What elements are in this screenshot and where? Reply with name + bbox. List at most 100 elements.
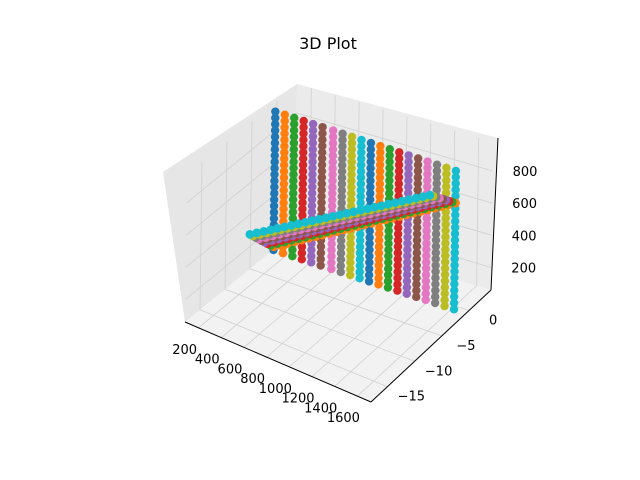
data-point [385, 189, 394, 198]
data-point [279, 211, 288, 220]
grid-y-left [199, 161, 203, 310]
data-point [421, 270, 431, 279]
data-point [356, 160, 366, 170]
data-point [431, 261, 440, 270]
data-point [328, 126, 338, 135]
data-point [404, 176, 413, 185]
data-point [413, 160, 423, 169]
data-point [365, 195, 375, 204]
data-point [403, 251, 412, 261]
data-point [413, 154, 423, 163]
data-point [394, 185, 403, 195]
data-point [297, 248, 307, 258]
data-point [422, 245, 431, 254]
data-point [412, 236, 422, 245]
data-point [432, 185, 441, 195]
data-point [289, 151, 298, 160]
data-point [347, 189, 356, 198]
data-point [403, 239, 412, 248]
data-point [316, 242, 326, 251]
data-point [441, 226, 450, 235]
z-tick-label: 800 [513, 165, 538, 180]
data-point [376, 201, 386, 211]
data-point [397, 196, 407, 206]
data-point [298, 211, 307, 220]
data-point [404, 195, 414, 205]
data-point [290, 113, 299, 123]
axis-lines [184, 137, 499, 403]
data-point [289, 119, 299, 129]
data-point [413, 179, 422, 188]
data-point [308, 119, 318, 129]
data-point [271, 107, 280, 116]
data-point [347, 132, 357, 142]
data-point [390, 198, 400, 208]
data-point [364, 277, 374, 286]
data-point [413, 166, 423, 176]
data-point [317, 198, 326, 207]
data-point [450, 286, 459, 295]
data-point [393, 242, 403, 251]
data-point [316, 248, 326, 258]
y-tick-label: −10 [425, 364, 452, 379]
data-point [366, 163, 375, 173]
data-point [269, 195, 279, 204]
data-point [298, 198, 307, 207]
data-point [316, 255, 325, 264]
data-point [432, 166, 442, 176]
data-point [383, 270, 393, 280]
data-point [289, 189, 298, 198]
data-point [431, 267, 440, 276]
data-point [395, 148, 404, 157]
data-point [366, 182, 375, 192]
data-point [317, 166, 327, 176]
data-point [431, 248, 441, 257]
data-point [374, 273, 383, 283]
data-point [328, 189, 337, 198]
data-point [347, 145, 357, 154]
data-point [289, 157, 298, 167]
data-point [404, 157, 413, 166]
data-point [280, 141, 289, 151]
series-column [297, 116, 308, 264]
data-point [451, 166, 461, 176]
data-point [412, 242, 422, 251]
data-point [335, 210, 345, 220]
data-point [346, 233, 355, 242]
data-point [279, 179, 289, 189]
data-point [298, 173, 308, 182]
data-point [450, 279, 459, 289]
data-point [299, 135, 308, 145]
data-point [328, 170, 337, 179]
data-point [308, 182, 317, 192]
data-point [288, 245, 297, 255]
data-point [412, 229, 422, 239]
data-point [328, 211, 338, 221]
data-point [279, 192, 288, 201]
data-point [288, 251, 297, 261]
data-point [393, 261, 402, 270]
data-point [440, 257, 450, 267]
data-point [270, 138, 280, 148]
data-point [298, 154, 308, 163]
grid-y-left [249, 120, 253, 269]
data-point [270, 157, 279, 167]
grid-y-floor [249, 268, 443, 337]
data-point [422, 258, 431, 267]
data-point [346, 264, 355, 274]
data-point [451, 172, 460, 182]
data-point [402, 289, 412, 298]
data-point [418, 192, 428, 202]
data-point [393, 255, 402, 264]
data-point [346, 195, 356, 204]
data-point [338, 135, 347, 145]
y-tick-label: −5 [456, 339, 475, 354]
data-point [328, 176, 337, 186]
data-point [346, 258, 355, 267]
data-point [336, 261, 346, 270]
data-point [365, 239, 374, 248]
data-point [413, 185, 422, 195]
data-point [440, 301, 449, 311]
data-point [374, 261, 383, 270]
